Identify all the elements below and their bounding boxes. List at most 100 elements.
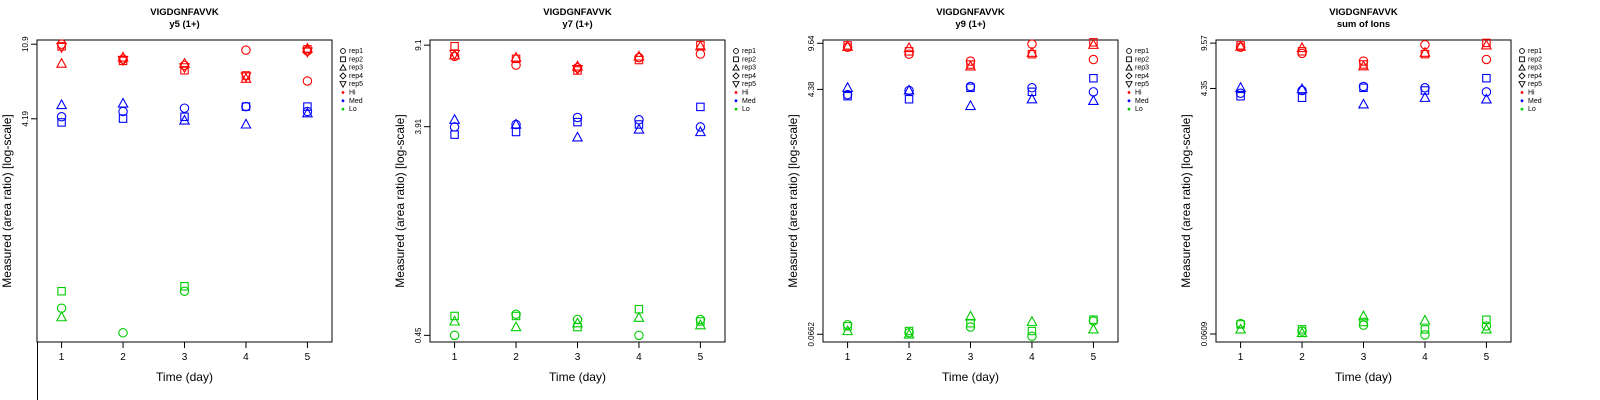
data-point [241, 102, 251, 111]
data-point [450, 41, 459, 51]
legend-item: Lo [1127, 106, 1143, 113]
legend-diamond-icon [339, 72, 347, 80]
data-point [302, 76, 313, 86]
legend-item: rep4 [1518, 72, 1542, 80]
legend-dot-icon [1127, 91, 1131, 94]
data-point [303, 102, 312, 111]
plot-frame [429, 39, 726, 343]
legend-label: Lo [349, 106, 357, 113]
data-point [572, 314, 583, 325]
x-tick-label: 2 [1299, 352, 1305, 363]
data-point [1357, 60, 1370, 71]
data-point [1026, 93, 1038, 104]
data-point [843, 321, 852, 331]
data-point [1420, 330, 1430, 340]
legend-item: rep3 [1125, 63, 1149, 72]
legend-label: rep4 [349, 73, 363, 80]
data-point [511, 311, 521, 321]
plot-frame [822, 39, 1119, 343]
data-point [1297, 93, 1307, 103]
legend-dot-icon [734, 99, 738, 103]
x-tick-label: 1 [452, 352, 458, 363]
data-point [1087, 38, 1100, 49]
data-point [571, 317, 584, 328]
x-tick-label: 3 [575, 352, 581, 363]
data-point [178, 114, 191, 125]
legend-item: Lo [734, 106, 750, 113]
legend-diamond-icon [1518, 72, 1526, 80]
legend-label: rep2 [349, 56, 363, 63]
legend-triangle-up-icon [339, 63, 347, 71]
legend-item: rep3 [339, 63, 363, 72]
data-point [449, 51, 460, 62]
data-point [241, 45, 251, 55]
data-point [1419, 91, 1431, 102]
data-point [573, 117, 582, 127]
data-point [449, 122, 460, 132]
legend-item: Med [734, 98, 756, 105]
data-point [695, 49, 706, 59]
y-tick-label: 0.0609 [1200, 321, 1209, 346]
data-point [1027, 331, 1037, 341]
data-point [1357, 310, 1370, 321]
legend-circle-icon [733, 48, 739, 54]
x-tick-label: 2 [513, 352, 519, 363]
data-point [178, 57, 191, 68]
legend-item: rep5 [339, 81, 363, 88]
data-point [694, 40, 707, 51]
legend-label: Lo [742, 106, 750, 113]
legend-item: rep4 [1125, 72, 1149, 80]
legend-item: rep1 [1126, 48, 1149, 55]
plot-frame [36, 39, 333, 343]
y-axis-label: Measured (area ratio) [log-scale] [0, 114, 14, 287]
chart-title: VIGDGNFAVVK [1329, 7, 1398, 18]
legend-label: rep5 [1528, 81, 1542, 88]
legend-label: Hi [742, 90, 749, 97]
data-point [633, 50, 645, 61]
x-axis-label: Time (day) [942, 370, 999, 384]
legend-circle-icon [1126, 48, 1132, 54]
legend-label: Med [1135, 98, 1149, 105]
data-point [1297, 85, 1307, 96]
legend-item: Lo [341, 106, 357, 113]
data-point [1357, 98, 1370, 109]
legend-item: rep2 [733, 56, 756, 63]
data-point [1481, 321, 1492, 331]
data-point [904, 94, 914, 104]
data-point [841, 324, 854, 336]
y-axis-label: Measured (area ratio) [log-scale] [393, 114, 407, 287]
legend-label: rep1 [742, 48, 756, 55]
data-point [633, 311, 645, 322]
legend-dot-icon [1127, 107, 1131, 111]
data-point [1088, 54, 1099, 65]
data-point [510, 118, 522, 129]
x-tick-label: 3 [1361, 352, 1367, 363]
legend-square-icon [340, 56, 346, 63]
data-point [634, 115, 644, 125]
legend-label: rep2 [742, 56, 756, 63]
data-point [1234, 81, 1247, 92]
chart-subtitle: y7 (1+) [562, 19, 592, 30]
data-point [903, 328, 915, 339]
legend-label: rep3 [742, 65, 756, 72]
data-point [964, 99, 977, 111]
x-tick-label: 4 [243, 352, 249, 363]
y-tick-label: 9.1 [414, 39, 423, 51]
legend-label: rep5 [349, 81, 363, 88]
legend-label: rep2 [1135, 56, 1149, 63]
data-point [1419, 314, 1431, 325]
data-point [694, 125, 707, 137]
data-point [1420, 39, 1430, 50]
x-tick-label: 2 [120, 352, 126, 363]
legend-item: Lo [1520, 106, 1536, 113]
data-point [633, 123, 645, 134]
legend-square-icon [1126, 56, 1132, 63]
legend-item: rep1 [733, 48, 756, 55]
legend-dot-icon [1520, 91, 1524, 94]
data-point [1296, 82, 1308, 94]
data-point [904, 49, 914, 59]
legend-item: rep3 [1518, 63, 1542, 72]
plot-frame [1215, 39, 1512, 343]
